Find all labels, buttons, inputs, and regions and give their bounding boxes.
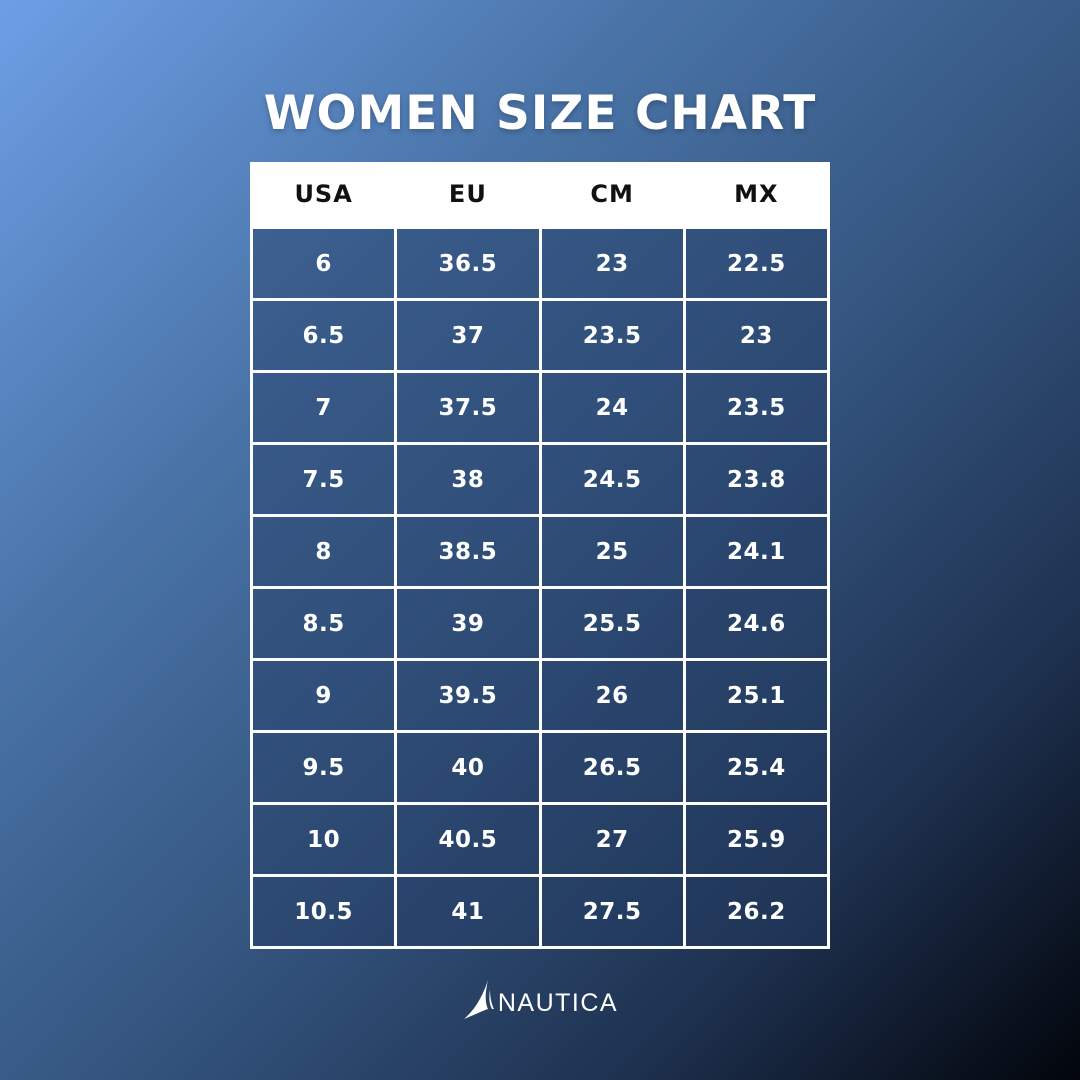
cell-mx: 25.4 <box>682 730 831 805</box>
cell-usa: 10 <box>249 802 398 877</box>
cell-cm: 23 <box>538 226 686 301</box>
table-row: 6.5 37 23.5 23 <box>249 298 831 373</box>
column-header-eu: EU <box>394 162 542 228</box>
column-header-mx: MX <box>682 162 831 228</box>
cell-cm: 24 <box>538 370 686 445</box>
cell-cm: 26 <box>538 658 686 733</box>
cell-usa: 6 <box>249 226 398 301</box>
table-row: 7.5 38 24.5 23.8 <box>249 442 831 517</box>
cell-mx: 24.6 <box>682 586 831 661</box>
cell-usa: 8 <box>249 514 398 589</box>
cell-usa: 7 <box>249 370 398 445</box>
brand-name: NAUTICA <box>497 989 619 1017</box>
cell-usa: 6.5 <box>249 298 398 373</box>
cell-usa: 9 <box>249 658 398 733</box>
table-row: 9.5 40 26.5 25.4 <box>249 730 831 805</box>
cell-eu: 40.5 <box>394 802 542 877</box>
cell-mx: 24.1 <box>682 514 831 589</box>
table-row: 8.5 39 25.5 24.6 <box>249 586 831 661</box>
cell-mx: 26.2 <box>682 874 831 949</box>
cell-mx: 23.8 <box>682 442 831 517</box>
table-row: 9 39.5 26 25.1 <box>249 658 831 733</box>
cell-cm: 24.5 <box>538 442 686 517</box>
column-header-usa: USA <box>249 162 398 228</box>
cell-usa: 9.5 <box>249 730 398 805</box>
cell-eu: 37.5 <box>394 370 542 445</box>
cell-mx: 25.1 <box>682 658 831 733</box>
table-row: 6 36.5 23 22.5 <box>249 226 831 301</box>
cell-eu: 37 <box>394 298 542 373</box>
table-row: 10 40.5 27 25.9 <box>249 802 831 877</box>
table-row: 8 38.5 25 24.1 <box>249 514 831 589</box>
cell-mx: 23.5 <box>682 370 831 445</box>
cell-cm: 25.5 <box>538 586 686 661</box>
cell-cm: 25 <box>538 514 686 589</box>
size-table: USA EU CM MX 6 36.5 23 22.5 6.5 37 23.5 23 7 37.5… <box>249 162 831 949</box>
cell-cm: 27.5 <box>538 874 686 949</box>
cell-cm: 23.5 <box>538 298 686 373</box>
cell-eu: 40 <box>394 730 542 805</box>
column-header-cm: CM <box>538 162 686 228</box>
table-header-row: USA EU CM MX <box>249 162 831 228</box>
cell-eu: 38.5 <box>394 514 542 589</box>
cell-eu: 41 <box>394 874 542 949</box>
page-title: WOMEN SIZE CHART <box>263 86 817 141</box>
table-row: 7 37.5 24 23.5 <box>249 370 831 445</box>
cell-mx: 23 <box>682 298 831 373</box>
cell-mx: 22.5 <box>682 226 831 301</box>
cell-eu: 36.5 <box>394 226 542 301</box>
table-row: 10.5 41 27.5 26.2 <box>249 874 831 949</box>
cell-usa: 10.5 <box>249 874 398 949</box>
sail-icon <box>463 980 494 1019</box>
brand-logo: NAUTICA <box>0 976 1080 1024</box>
cell-eu: 39 <box>394 586 542 661</box>
cell-eu: 38 <box>394 442 542 517</box>
cell-usa: 7.5 <box>249 442 398 517</box>
cell-cm: 27 <box>538 802 686 877</box>
cell-eu: 39.5 <box>394 658 542 733</box>
cell-mx: 25.9 <box>682 802 831 877</box>
cell-cm: 26.5 <box>538 730 686 805</box>
cell-usa: 8.5 <box>249 586 398 661</box>
table-body: 6 36.5 23 22.5 6.5 37 23.5 23 7 37.5 24 23.5 7.5 38 24… <box>249 226 831 949</box>
